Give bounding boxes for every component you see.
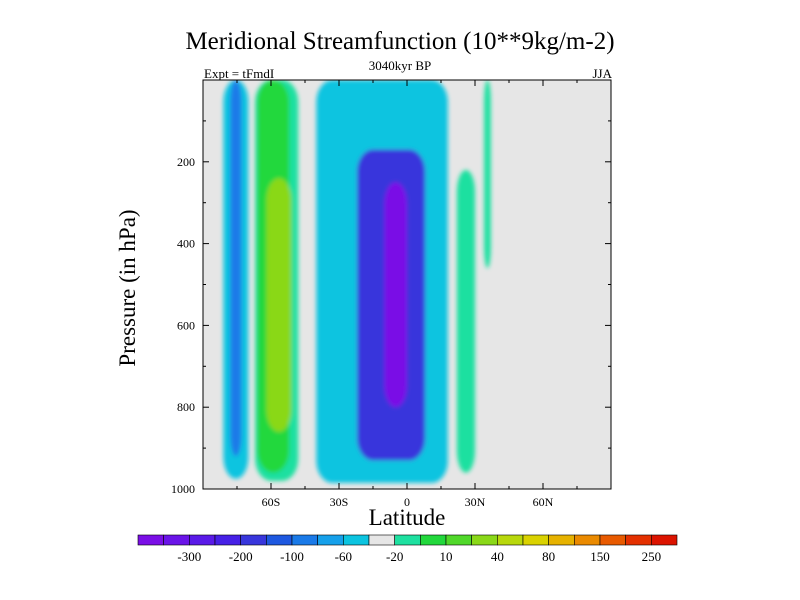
chart-subtitle: 3040kyr BP: [368, 58, 432, 73]
contour-nh-ferrel-cell: [484, 80, 491, 269]
colorbar-box: [574, 534, 601, 546]
colorbar-label: 150: [590, 549, 610, 564]
colorbar-box: [394, 534, 421, 546]
colorbar-label: -20: [386, 549, 403, 564]
y-tick-label: 600: [177, 318, 195, 332]
x-tick-label: 0: [404, 495, 410, 509]
contour-sh-polar-cell-core: [230, 80, 242, 457]
contour-hadley-cell-core: [384, 182, 407, 408]
colorbar-box: [266, 534, 293, 546]
colorbar-label: 250: [642, 549, 662, 564]
colorbar-box: [445, 534, 472, 546]
colorbar-box: [317, 534, 344, 546]
colorbar-box: [625, 534, 652, 546]
colorbar-label: -100: [280, 549, 304, 564]
colorbar-label: -300: [177, 549, 201, 564]
colorbar-box: [137, 534, 164, 546]
experiment-label: Expt = tFmdI: [204, 66, 275, 81]
contour-nh-hadley-cell: [456, 169, 475, 473]
colorbar-box: [240, 534, 267, 546]
y-tick-label: 200: [177, 155, 195, 169]
x-tick-label: 60S: [262, 495, 281, 509]
colorbar-box: [343, 534, 370, 546]
colorbar-box: [522, 534, 549, 546]
colorbar-label: -200: [229, 549, 253, 564]
x-tick-label: 60N: [533, 495, 554, 509]
colorbar-box: [163, 534, 190, 546]
x-tick-label: 30S: [330, 495, 349, 509]
colorbar-box: [548, 534, 575, 546]
colorbar-box: [291, 534, 318, 546]
colorbar-box: [651, 534, 678, 546]
colorbar-box: [599, 534, 626, 546]
colorbar-box: [420, 534, 447, 546]
x-axis-label: Latitude: [368, 505, 446, 530]
colorbar-box: [368, 534, 395, 546]
colorbar-label: -60: [335, 549, 352, 564]
colorbar-label: 40: [491, 549, 504, 564]
season-label: JJA: [592, 66, 612, 81]
colorbar-box: [471, 534, 498, 546]
contour-sh-ferrel-cell-core: [266, 178, 292, 432]
colorbar-label: 80: [542, 549, 555, 564]
chart-title: Meridional Streamfunction (10**9kg/m-2): [185, 28, 615, 55]
colorbar-label: 10: [440, 549, 453, 564]
colorbar-box: [189, 534, 216, 546]
y-tick-label: 400: [177, 237, 195, 251]
x-tick-label: 30N: [465, 495, 486, 509]
colorbar-box: [214, 534, 241, 546]
y-tick-label: 1000: [171, 482, 195, 496]
y-tick-label: 800: [177, 400, 195, 414]
colorbar-box: [497, 534, 524, 546]
